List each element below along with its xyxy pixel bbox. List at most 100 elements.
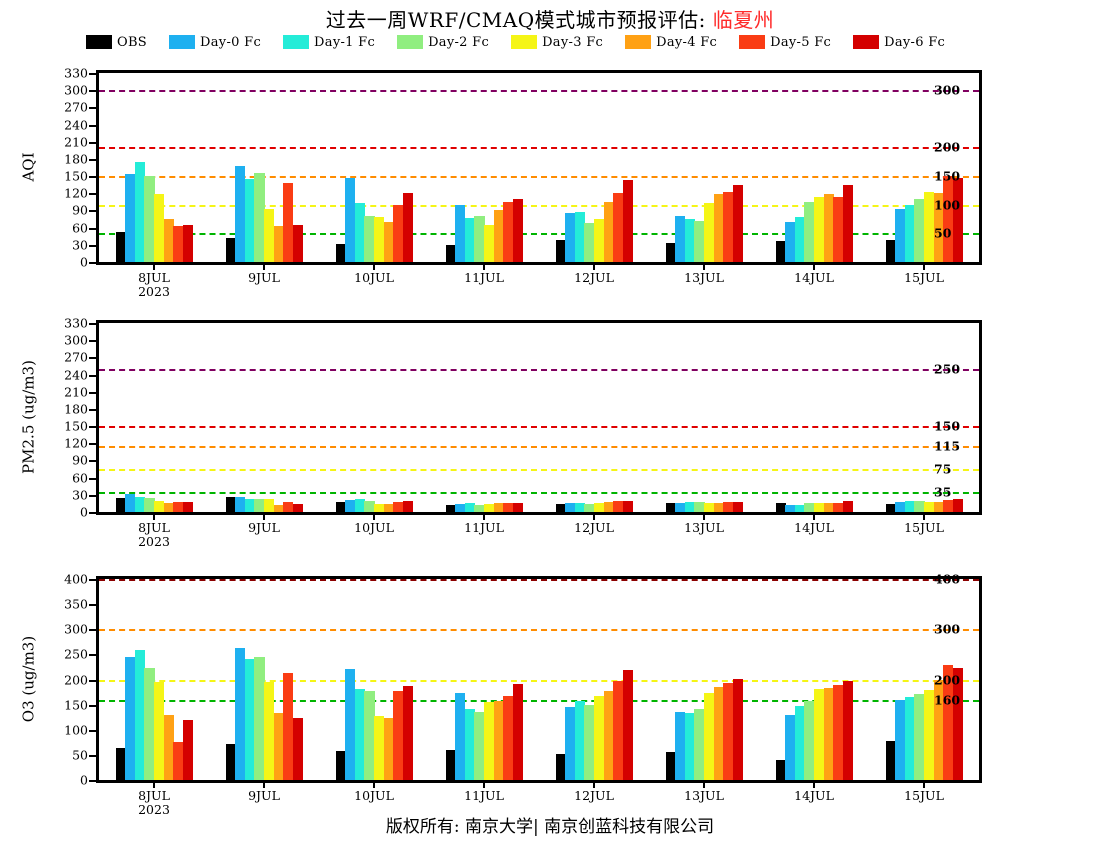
legend-label: Day-0 Fc (200, 34, 262, 50)
bar (115, 748, 126, 780)
bar (943, 499, 954, 512)
threshold-label-150: 150 (934, 418, 961, 434)
bar (775, 502, 786, 512)
bar (732, 679, 744, 780)
threshold-line-35 (99, 491, 979, 494)
y-axis-tick-mark (89, 141, 96, 144)
bar (914, 500, 925, 512)
bar (933, 679, 944, 780)
legend-label: Day-2 Fc (428, 34, 490, 50)
bar (393, 501, 404, 512)
legend-label: Day-1 Fc (314, 34, 376, 50)
bar (374, 217, 385, 262)
bar (134, 650, 145, 780)
bar (264, 499, 275, 512)
bar (393, 690, 404, 780)
bar (603, 201, 614, 262)
bar (244, 659, 255, 780)
legend-swatch-icon (86, 35, 112, 49)
y-axis-tick-mark (89, 227, 96, 230)
bar (594, 696, 605, 780)
bar (723, 192, 734, 262)
y-axis-tick-mark (89, 494, 96, 497)
bar (943, 665, 954, 780)
legend-item-day-1-fc: Day-1 Fc (283, 35, 375, 50)
y-axis-tick-label: 400 (64, 571, 88, 587)
bar (173, 225, 184, 262)
bar (182, 501, 194, 512)
x-axis-tick-label: 8JUL (138, 270, 170, 285)
bar (694, 709, 705, 780)
y-axis-tick-label: 200 (64, 672, 88, 687)
bar (402, 500, 414, 512)
bar (364, 691, 375, 780)
bar (125, 656, 136, 780)
y-axis-tick-label: 300 (64, 332, 88, 348)
threshold-label-100: 100 (934, 197, 961, 213)
x-axis-tick-mark (923, 780, 925, 788)
bar (503, 201, 514, 262)
y-axis-tick-label: 90 (72, 452, 88, 468)
bar (364, 216, 375, 262)
threshold-line-400 (99, 579, 979, 581)
bar (574, 211, 585, 262)
y-axis-tick-mark (89, 323, 96, 325)
threshold-label-300: 300 (934, 621, 961, 637)
y-axis-tick-mark (89, 654, 96, 657)
bar (613, 193, 624, 262)
threshold-label-300: 300 (934, 82, 961, 98)
threshold-label-50: 50 (934, 225, 952, 241)
bar (885, 740, 896, 780)
legend-item-day-2-fc: Day-2 Fc (397, 35, 489, 50)
y-axis-tick-mark (89, 357, 96, 360)
bar (723, 683, 734, 780)
x-axis-tick-mark (703, 262, 705, 270)
bar (254, 173, 265, 262)
bar (292, 224, 304, 262)
bar (374, 715, 385, 780)
threshold-label-115: 115 (934, 438, 961, 454)
bar (794, 504, 805, 512)
bar (565, 502, 576, 512)
bar (283, 501, 294, 512)
bar (335, 243, 346, 262)
bar (785, 505, 796, 512)
legend-label: Day-3 Fc (542, 34, 604, 50)
legend-swatch-icon (511, 35, 538, 49)
y-axis-title: O3 (ug/m3) (19, 635, 37, 722)
y-axis-tick-mark (89, 340, 96, 343)
x-axis-tick-mark (703, 780, 705, 788)
bar (345, 499, 356, 512)
bar (675, 711, 686, 780)
x-axis-tick-label: 11JUL (464, 520, 504, 535)
bar (895, 699, 906, 780)
legend-label: Day-4 Fc (656, 34, 718, 50)
y-axis-tick-label: 240 (64, 117, 88, 133)
legend: OBS Day-0 Fc Day-1 Fc Day-2 Fc Day-3 Fc Day-4… (86, 32, 1086, 52)
y-axis-tick-mark (89, 460, 96, 463)
bar (684, 502, 695, 512)
bar (225, 496, 236, 512)
plot-area (96, 576, 982, 783)
bar (283, 672, 294, 780)
bar (235, 648, 246, 780)
bar (895, 208, 906, 262)
bar (464, 218, 475, 262)
bar (345, 669, 356, 780)
bar (345, 177, 356, 262)
x-axis-tick-mark (263, 512, 265, 520)
bar (464, 709, 475, 780)
bar (684, 219, 695, 262)
bar (833, 684, 844, 780)
bar (273, 225, 284, 262)
bar (464, 503, 475, 512)
threshold-line-50 (99, 233, 979, 236)
bar (154, 194, 165, 262)
bar (823, 688, 834, 780)
bar (842, 184, 854, 262)
y-axis-tick-label: 350 (64, 596, 88, 612)
x-axis-tick-mark (153, 512, 155, 520)
bar (704, 502, 715, 512)
